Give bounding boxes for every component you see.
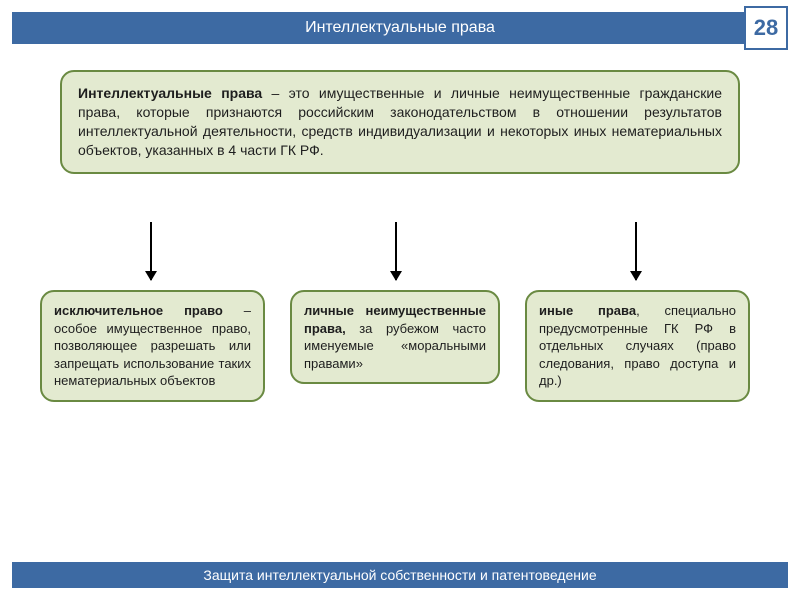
page-number-box: 28 xyxy=(744,6,788,50)
branch-box-exclusive: исключительное право – особое имуществен… xyxy=(40,290,265,402)
page-number: 28 xyxy=(754,15,778,41)
branch-term: исключительное право xyxy=(54,303,223,318)
footer-text: Защита интеллектуальной собственности и … xyxy=(203,567,596,583)
arrow-down-icon xyxy=(635,222,637,280)
header-bar: Интеллектуальные права xyxy=(12,12,788,44)
arrow-down-icon xyxy=(395,222,397,280)
branch-box-other: иные права, специально предусмотренные Г… xyxy=(525,290,750,402)
definition-term: Интеллектуальные права xyxy=(78,85,262,101)
branch-box-personal: личные неимущественные права, за рубежом… xyxy=(290,290,500,384)
arrow-down-icon xyxy=(150,222,152,280)
branch-term: иные права xyxy=(539,303,636,318)
footer-bar: Защита интеллектуальной собственности и … xyxy=(12,562,788,588)
header-title: Интеллектуальные права xyxy=(305,19,495,37)
definition-box: Интеллектуальные права – это имущественн… xyxy=(60,70,740,174)
